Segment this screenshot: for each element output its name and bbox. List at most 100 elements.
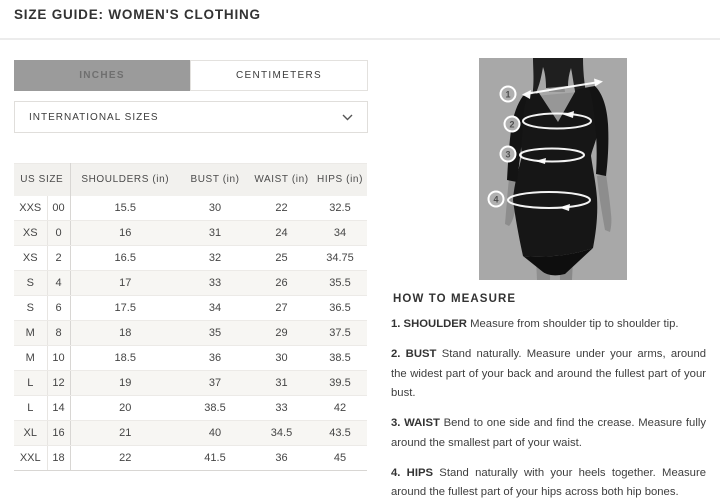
how-to-measure-heading: HOW TO MEASURE: [393, 293, 517, 305]
measure-step: 1. SHOULDER Measure from shoulder tip to…: [391, 318, 679, 330]
shoulders-cell: 17.5: [70, 295, 181, 321]
size-number-cell: 2: [47, 245, 71, 271]
page-title: SIZE GUIDE: WOMEN'S CLOTHING: [14, 7, 261, 22]
col-header-shoulders: SHOULDERS (in): [70, 163, 181, 196]
size-number-cell: 00: [47, 195, 71, 221]
bust-cell: 31: [180, 220, 251, 246]
tab-centimeters-label: CENTIMETERS: [236, 70, 322, 81]
measure-steps: 1. SHOULDER Measure from shoulder tip to…: [390, 315, 706, 503]
hips-cell: 32.5: [313, 195, 368, 221]
size-letter-cell: M: [14, 345, 48, 371]
shoulders-cell: 21: [70, 420, 181, 446]
size-table-panel: INCHES CENTIMETERS INTERNATIONAL SIZES U…: [14, 60, 368, 471]
waist-cell: 33: [250, 395, 314, 421]
waist-cell: 29: [250, 320, 314, 346]
table-header-row: US SIZE SHOULDERS (in) BUST (in) WAIST (…: [14, 163, 368, 196]
size-letter-cell: S: [14, 270, 48, 296]
waist-cell: 26: [250, 270, 314, 296]
waist-cell: 31: [250, 370, 314, 396]
size-number-cell: 10: [47, 345, 71, 371]
hips-cell: 45: [313, 445, 368, 471]
size-number-cell: 16: [47, 420, 71, 446]
tab-inches[interactable]: INCHES: [14, 60, 190, 91]
tab-centimeters[interactable]: CENTIMETERS: [190, 60, 368, 91]
col-header-us-size: US SIZE: [14, 163, 71, 196]
bust-cell: 32: [180, 245, 251, 271]
hips-cell: 36.5: [313, 295, 368, 321]
shoulders-cell: 22: [70, 445, 181, 471]
size-chart-table: US SIZE SHOULDERS (in) BUST (in) WAIST (…: [14, 163, 368, 471]
shoulders-cell: 20: [70, 395, 181, 421]
badge-2-circle: [503, 115, 521, 133]
col-header-bust: BUST (in): [180, 163, 251, 196]
size-number-cell: 0: [47, 220, 71, 246]
hips-cell: 34: [313, 220, 368, 246]
chevron-down-icon: [342, 114, 353, 120]
shoulders-cell: 18: [70, 320, 181, 346]
hips-cell: 34.75: [313, 245, 368, 271]
badge-2-number: 2: [509, 120, 514, 130]
bust-cell: 33: [180, 270, 251, 296]
size-number-cell: 4: [47, 270, 71, 296]
bust-measure-ellipse: [522, 112, 592, 130]
size-row: L 12 19 37 31 39.5: [14, 370, 368, 396]
size-row: S 4 17 33 26 35.5: [14, 270, 368, 296]
shoulders-cell: 16: [70, 220, 181, 246]
shoulders-cell: 17: [70, 270, 181, 296]
dropdown-selected-value: INTERNATIONAL SIZES: [29, 111, 159, 123]
size-row: S 6 17.5 34 27 36.5: [14, 295, 368, 321]
size-row: M 10 18.5 36 30 38.5: [14, 345, 368, 371]
waist-cell: 24: [250, 220, 314, 246]
size-letter-cell: XS: [14, 220, 48, 246]
unit-tabs: INCHES CENTIMETERS: [14, 60, 368, 91]
how-to-measure-panel: 1 2 3 4 HOW TO MEASURE 1. SHOULDER Measu…: [390, 55, 706, 503]
badge-3-number: 3: [505, 150, 510, 160]
size-number-cell: 14: [47, 395, 71, 421]
size-letter-cell: M: [14, 320, 48, 346]
bust-cell: 40: [180, 420, 251, 446]
hips-measure-ellipse: [507, 191, 591, 209]
hips-cell: 38.5: [313, 345, 368, 371]
measurement-model-image: 1 2 3 4: [479, 55, 627, 280]
size-number-cell: 8: [47, 320, 71, 346]
size-row: M 8 18 35 29 37.5: [14, 320, 368, 346]
bust-cell: 34: [180, 295, 251, 321]
size-letter-cell: XS: [14, 245, 48, 271]
waist-cell: 34.5: [250, 420, 314, 446]
hips-cell: 42: [313, 395, 368, 421]
badge-4-number: 4: [493, 195, 498, 205]
size-table-body: XXS 00 15.5 30 22 32.5 XS 0 16 31 24 34 XS 2 16.5 32 25 3…: [14, 195, 368, 471]
waist-cell: 30: [250, 345, 314, 371]
hips-cell: 43.5: [313, 420, 368, 446]
size-letter-cell: XXL: [14, 445, 48, 471]
waist-cell: 27: [250, 295, 314, 321]
shoulders-cell: 18.5: [70, 345, 181, 371]
size-row: XL 16 21 40 34.5 43.5: [14, 420, 368, 446]
hips-cell: 37.5: [313, 320, 368, 346]
bust-cell: 35: [180, 320, 251, 346]
size-letter-cell: L: [14, 395, 48, 421]
bust-cell: 38.5: [180, 395, 251, 421]
size-number-cell: 12: [47, 370, 71, 396]
shoulders-cell: 19: [70, 370, 181, 396]
size-row: XS 2 16.5 32 25 34.75: [14, 245, 368, 271]
header-divider: [0, 38, 720, 40]
badge-1-number: 1: [505, 90, 510, 100]
bust-cell: 36: [180, 345, 251, 371]
size-letter-cell: XXS: [14, 195, 48, 221]
size-number-cell: 6: [47, 295, 71, 321]
international-sizes-dropdown[interactable]: INTERNATIONAL SIZES: [14, 101, 368, 133]
waist-cell: 25: [250, 245, 314, 271]
hips-cell: 35.5: [313, 270, 368, 296]
size-row: XXL 18 22 41.5 36 45: [14, 445, 368, 471]
waist-measure-ellipse: [519, 147, 585, 163]
col-header-waist: WAIST (in): [250, 163, 314, 196]
model-figure-illustration: 1 2 3 4: [479, 55, 627, 280]
shoulders-cell: 15.5: [70, 195, 181, 221]
measure-step: 3. WAIST Bend to one side and find the c…: [391, 417, 706, 449]
shoulders-cell: 16.5: [70, 245, 181, 271]
tab-inches-label: INCHES: [79, 70, 125, 81]
waist-cell: 22: [250, 195, 314, 221]
bust-cell: 41.5: [180, 445, 251, 471]
hips-cell: 39.5: [313, 370, 368, 396]
